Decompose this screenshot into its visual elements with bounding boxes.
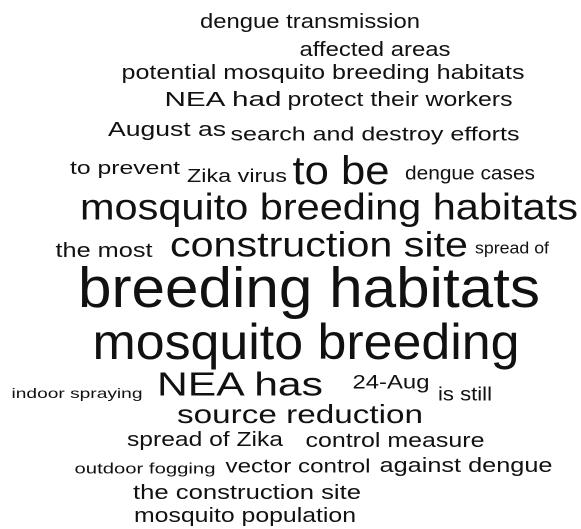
word: is still <box>438 385 492 406</box>
word: protect their workers <box>288 89 513 111</box>
word: the construction site <box>133 482 361 504</box>
word: vector control <box>226 457 371 478</box>
word: construction site <box>170 226 468 265</box>
word: NEA has <box>157 366 323 403</box>
word: 24-Aug <box>353 373 430 394</box>
word: mosquito breeding <box>93 314 520 370</box>
word: indoor spraying <box>12 385 143 401</box>
word: mosquito breeding habitats <box>80 187 578 228</box>
word: to be <box>293 149 390 193</box>
word: dengue cases <box>405 164 535 185</box>
word: affected areas <box>300 39 451 61</box>
word: potential mosquito breeding habitats <box>122 62 525 84</box>
word: source reduction <box>177 399 423 429</box>
word: Zika virus <box>187 166 287 186</box>
word: NEA had <box>165 89 282 111</box>
word: dengue transmission <box>200 11 420 33</box>
word: breeding habitats <box>78 256 540 320</box>
word: outdoor fogging <box>75 461 216 478</box>
word: against dengue <box>380 455 553 477</box>
word: spread of Zika <box>127 429 284 451</box>
word: search and destroy efforts <box>231 125 520 146</box>
word: spread of <box>475 239 549 258</box>
word: August as <box>108 119 226 141</box>
word: control measure <box>306 430 485 452</box>
word: to prevent <box>70 158 180 178</box>
word: the most <box>56 240 154 262</box>
word: mosquito population <box>134 505 356 527</box>
